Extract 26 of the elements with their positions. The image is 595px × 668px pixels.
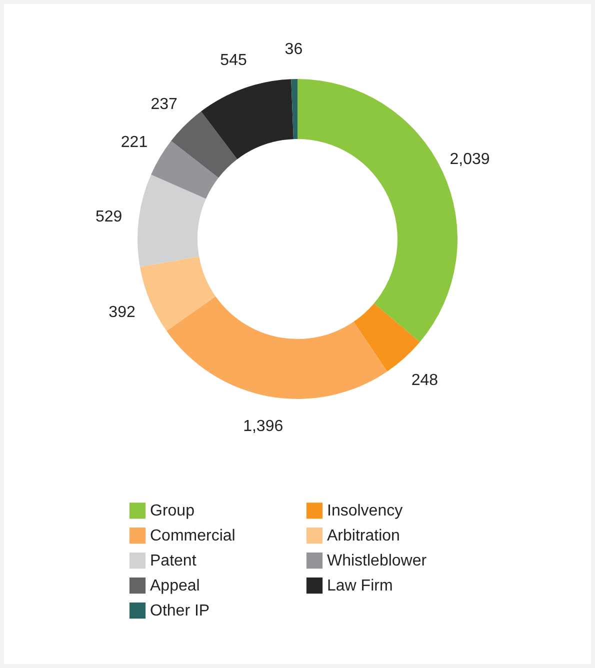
donut-slice bbox=[354, 303, 420, 372]
donut-slice bbox=[138, 174, 206, 267]
legend-label: Group bbox=[150, 502, 195, 520]
data-label: 529 bbox=[96, 208, 122, 226]
data-label: 221 bbox=[120, 134, 148, 151]
data-label: 1,396 bbox=[243, 418, 284, 435]
data-label: 392 bbox=[108, 304, 136, 321]
legend-label: Arbitration bbox=[327, 528, 400, 544]
legend-label: Other IP bbox=[150, 602, 210, 620]
legend-label: Whistleblower bbox=[327, 552, 428, 570]
data-label: 237 bbox=[150, 96, 178, 113]
legend-label: Law Firm bbox=[327, 578, 393, 594]
data-label: 248 bbox=[411, 372, 438, 390]
data-label: 36 bbox=[284, 41, 303, 58]
legend-label: Appeal bbox=[150, 578, 200, 594]
data-label: 545 bbox=[220, 52, 247, 70]
data-label: 2,039 bbox=[450, 150, 490, 168]
legend-label: Patent bbox=[150, 552, 197, 570]
legend-label: Commercial bbox=[150, 528, 236, 544]
donut-slice bbox=[291, 79, 298, 140]
legend-label: Insolvency bbox=[327, 502, 403, 520]
donut-slice bbox=[151, 140, 218, 199]
donut-slice bbox=[166, 296, 388, 399]
donut-slice bbox=[140, 256, 216, 331]
donut-slice bbox=[201, 79, 294, 160]
donut-slice bbox=[171, 111, 238, 178]
